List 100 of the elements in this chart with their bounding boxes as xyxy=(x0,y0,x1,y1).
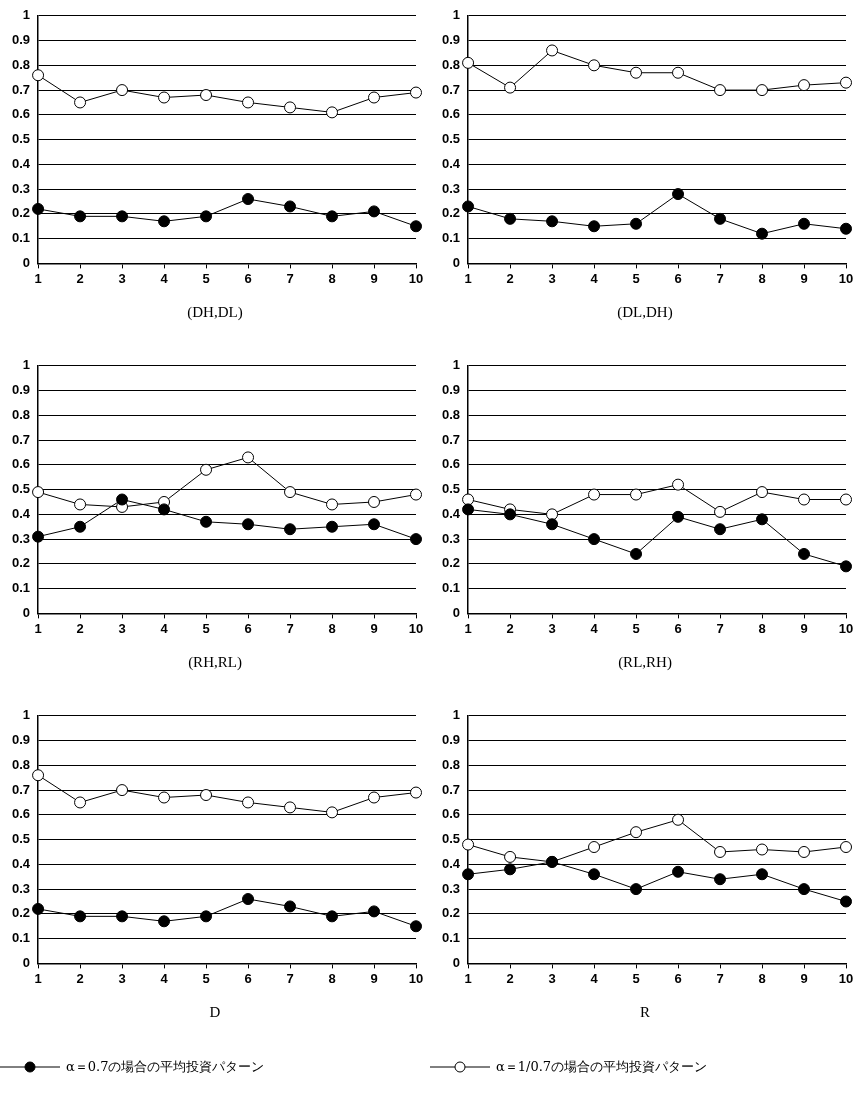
y-tick-label: 0.8 xyxy=(441,406,461,422)
x-tick-label: 2 xyxy=(76,970,84,986)
y-tick-label: 0.4 xyxy=(441,855,461,871)
x-tick-label: 4 xyxy=(160,620,169,636)
x-tick-label: 4 xyxy=(590,620,599,636)
y-tick-label: 0 xyxy=(452,254,461,270)
y-tick-label: 0.1 xyxy=(441,230,461,246)
y-tick-label: 0.1 xyxy=(11,930,31,946)
x-tick-label: 5 xyxy=(202,620,210,636)
y-tick-label: 0.8 xyxy=(11,756,31,772)
y-tick-label: 1 xyxy=(452,707,461,723)
y-tick-label: 0.4 xyxy=(11,505,31,521)
x-tick-label: 2 xyxy=(76,620,84,636)
y-tick-label: 0.9 xyxy=(441,32,461,48)
y-tick-label: 0.4 xyxy=(11,155,31,171)
y-tick-label: 0.9 xyxy=(11,732,31,748)
x-tick-label: 1 xyxy=(464,970,472,986)
y-tick-label: 0.3 xyxy=(441,530,461,546)
x-tick-label: 6 xyxy=(244,970,252,986)
x-tick-label: 8 xyxy=(758,620,766,636)
x-tick-label: 8 xyxy=(758,970,766,986)
x-tick-label: 7 xyxy=(716,970,724,986)
x-tick-label: 3 xyxy=(548,970,556,986)
x-tick-label: 5 xyxy=(632,620,640,636)
y-tick-label: 0.9 xyxy=(11,32,31,48)
y-tick-label: 0.4 xyxy=(441,505,461,521)
x-tick-label: 10 xyxy=(408,970,424,986)
y-tick-label: 0.6 xyxy=(11,456,31,472)
y-tick-label: 0.5 xyxy=(441,131,461,147)
x-tick-label: 5 xyxy=(632,970,640,986)
x-tick-label: 1 xyxy=(34,270,42,286)
x-tick-label: 8 xyxy=(328,620,336,636)
y-tick-label: 0.1 xyxy=(441,930,461,946)
y-tick-label: 0.5 xyxy=(11,131,31,147)
x-tick-label: 5 xyxy=(202,270,210,286)
text: D xyxy=(208,1004,222,1021)
y-tick-label: 0.3 xyxy=(11,530,31,546)
y-tick-label: 0.8 xyxy=(11,56,31,72)
y-tick-label: 0.5 xyxy=(441,481,461,497)
x-tick-label: 9 xyxy=(370,620,378,636)
x-tick-label: 1 xyxy=(464,270,472,286)
y-tick-label: 0.6 xyxy=(11,106,31,122)
x-tick-label: 2 xyxy=(506,620,514,636)
y-tick-label: 0 xyxy=(22,954,31,970)
y-tick-label: 0.5 xyxy=(11,481,31,497)
y-tick-label: 0.7 xyxy=(441,781,461,797)
y-tick-label: 0.6 xyxy=(441,106,461,122)
x-tick-label: 10 xyxy=(838,270,854,286)
x-tick-label: 5 xyxy=(202,970,210,986)
y-tick-label: 0.6 xyxy=(441,806,461,822)
x-tick-label: 4 xyxy=(590,270,599,286)
y-tick-label: 0.1 xyxy=(441,580,461,596)
x-tick-label: 7 xyxy=(716,620,724,636)
y-tick-label: 0.9 xyxy=(441,732,461,748)
y-tick-label: 0.3 xyxy=(441,180,461,196)
y-tick-label: 0.2 xyxy=(11,205,31,221)
x-tick-label: 2 xyxy=(506,970,514,986)
y-tick-label: 1 xyxy=(22,7,31,23)
x-tick-label: 10 xyxy=(838,970,854,986)
y-tick-label: 0.2 xyxy=(441,905,461,921)
x-tick-label: 6 xyxy=(674,620,682,636)
text: (RH,RL) xyxy=(187,654,243,671)
y-tick-label: 0.7 xyxy=(441,431,461,447)
legend-label: α＝0.7の場合の平均投資パターン xyxy=(66,1058,265,1076)
x-tick-label: 6 xyxy=(244,620,252,636)
y-tick-label: 0.3 xyxy=(11,180,31,196)
y-tick-label: 0.5 xyxy=(11,831,31,847)
x-tick-label: 8 xyxy=(328,970,336,986)
x-tick-label: 10 xyxy=(408,270,424,286)
y-tick-label: 0 xyxy=(22,254,31,270)
y-tick-label: 0.3 xyxy=(441,880,461,896)
x-tick-label: 8 xyxy=(758,270,766,286)
y-tick-label: 0.6 xyxy=(11,806,31,822)
x-tick-label: 6 xyxy=(674,970,682,986)
x-tick-label: 7 xyxy=(286,970,294,986)
x-tick-label: 9 xyxy=(370,270,378,286)
x-tick-label: 7 xyxy=(716,270,724,286)
x-tick-label: 4 xyxy=(160,970,169,986)
text: (DL,DH) xyxy=(616,304,674,321)
y-tick-label: 0.7 xyxy=(11,431,31,447)
x-tick-label: 2 xyxy=(506,270,514,286)
x-tick-label: 3 xyxy=(118,620,126,636)
y-tick-label: 0.8 xyxy=(441,756,461,772)
text: (DH,DL) xyxy=(186,304,244,321)
y-tick-label: 0.8 xyxy=(441,56,461,72)
y-tick-label: 0.2 xyxy=(441,205,461,221)
x-tick-label: 9 xyxy=(800,970,808,986)
x-tick-label: 3 xyxy=(118,970,126,986)
y-tick-label: 1 xyxy=(452,357,461,373)
x-tick-label: 4 xyxy=(160,270,169,286)
x-tick-label: 2 xyxy=(76,270,84,286)
text: (RL,RH) xyxy=(617,654,673,671)
y-tick-label: 0.7 xyxy=(11,781,31,797)
x-tick-label: 9 xyxy=(800,270,808,286)
x-tick-label: 10 xyxy=(408,620,424,636)
y-tick-label: 0.4 xyxy=(441,155,461,171)
y-tick-label: 0.2 xyxy=(11,905,31,921)
y-tick-label: 0.1 xyxy=(11,230,31,246)
y-tick-label: 0.2 xyxy=(11,555,31,571)
y-tick-label: 0.7 xyxy=(11,81,31,97)
